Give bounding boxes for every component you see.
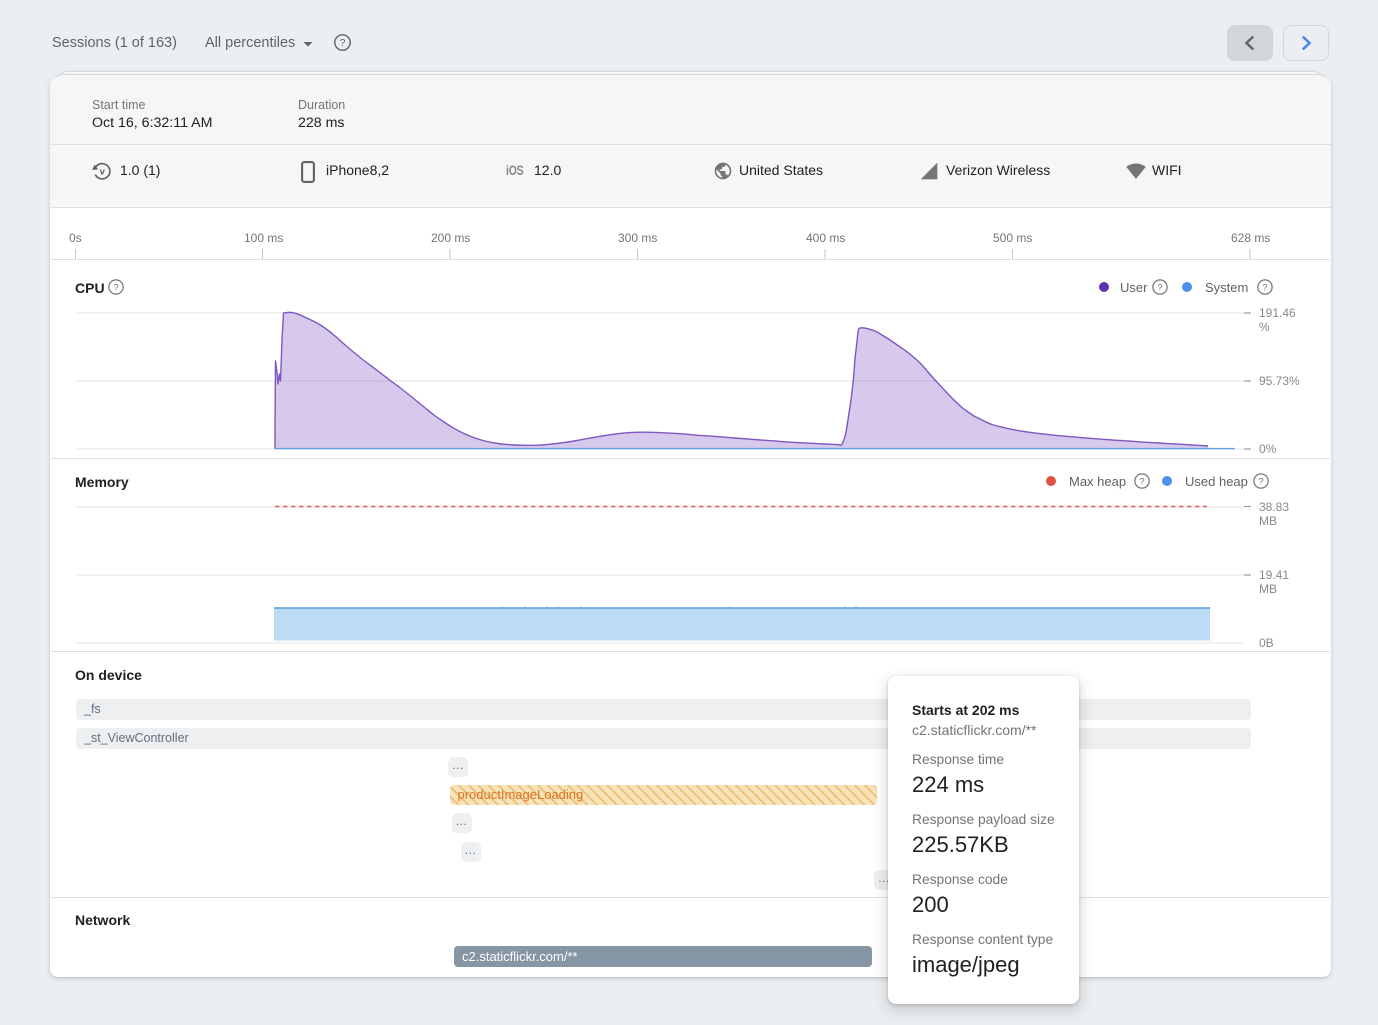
- svg-text:?: ?: [1262, 281, 1267, 292]
- svg-text:?: ?: [1157, 281, 1162, 292]
- svg-text:?: ?: [340, 37, 346, 49]
- svg-text:?: ?: [113, 281, 118, 292]
- svg-text:?: ?: [1139, 475, 1144, 486]
- svg-text:v: v: [100, 167, 106, 178]
- svg-text:?: ?: [1258, 475, 1263, 486]
